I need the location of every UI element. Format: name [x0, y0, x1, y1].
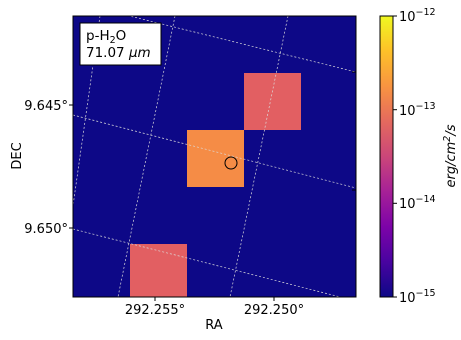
- legend-wavelength-unit: μm: [128, 45, 151, 61]
- heatmap-pixel: [244, 73, 301, 130]
- cb-label-1-base: 10: [399, 10, 416, 25]
- grid-line-dec-3: [73, 228, 342, 297]
- x-tick-label-1: 292.255°: [125, 303, 185, 318]
- plot-frame: [72, 15, 357, 298]
- line-legend: p-H2O 71.07 μm: [79, 22, 162, 66]
- colorbar-ticks: [393, 15, 397, 298]
- y-tick-label-1: 9.645°: [24, 99, 68, 114]
- x-axis-label: RA: [205, 318, 223, 333]
- cb-label-3-exp: −14: [416, 194, 436, 205]
- grid-line-dec-2: [73, 114, 356, 189]
- target-marker: [224, 156, 238, 170]
- cb-label-4-base: 10: [399, 291, 416, 306]
- heatmap-pixel: [130, 244, 187, 297]
- legend-species-end: O: [116, 28, 127, 44]
- coordinate-grid: [73, 16, 356, 297]
- cb-label-3-base: 10: [399, 197, 416, 212]
- legend-wavelength-value: 71.07: [86, 45, 125, 61]
- colorbar-gradient: [379, 15, 394, 298]
- cb-label-2-exp: −13: [416, 101, 436, 112]
- colorbar-label-end: /s: [444, 124, 459, 136]
- legend-line-species: p-H2O: [86, 28, 126, 46]
- colorbar-label-base: erg/cm: [444, 142, 459, 188]
- y-axis-label: DEC: [10, 142, 25, 169]
- colorbar: 10−12 10−13 10−14 10−15 erg/cm2/s: [379, 7, 459, 306]
- colorbar-tick-label-2: 10−13: [399, 101, 436, 119]
- axis-ticks: [69, 71, 356, 301]
- colorbar-label: erg/cm2/s: [442, 124, 459, 187]
- colorbar-label-sup: 2: [442, 136, 453, 142]
- colorbar-tick-label-3: 10−14: [399, 194, 436, 212]
- cb-label-1-exp: −12: [416, 7, 436, 18]
- legend-line-wavelength: 71.07 μm: [86, 45, 151, 61]
- colorbar-tick-label-1: 10−12: [399, 7, 436, 25]
- grid-line-dec-1: [128, 16, 356, 73]
- cb-label-2-base: 10: [399, 104, 416, 119]
- x-tick-label-2: 292.250°: [244, 303, 304, 318]
- grid-line-ra-1: [73, 16, 101, 209]
- cb-label-4-exp: −15: [416, 288, 436, 299]
- legend-species-base: p-H: [86, 28, 110, 44]
- legend-box: [79, 22, 162, 66]
- y-tick-label-2: 9.650°: [24, 222, 68, 237]
- legend-species-sub: 2: [110, 35, 116, 46]
- colorbar-tick-label-4: 10−15: [399, 288, 436, 306]
